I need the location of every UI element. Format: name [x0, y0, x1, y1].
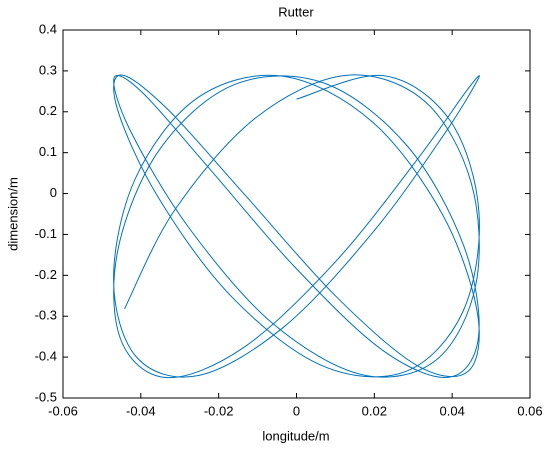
x-tick-label: -0.06: [48, 403, 78, 418]
x-axis-label: longitude/m: [262, 428, 329, 443]
y-tick-label: -0.5: [35, 389, 57, 404]
y-tick-label: 0.2: [39, 103, 57, 118]
x-tick-label: 0: [293, 403, 300, 418]
x-tick-label: 0.04: [440, 403, 465, 418]
y-tick-label: 0.4: [39, 21, 57, 36]
y-tick-label: -0.4: [35, 349, 57, 364]
x-tick-label: 0.06: [517, 403, 542, 418]
y-tick-label: -0.1: [35, 226, 57, 241]
x-tick-label: 0.02: [362, 403, 387, 418]
data-line: [113, 74, 480, 379]
y-tick-label: -0.2: [35, 267, 57, 282]
y-tick-label: 0.1: [39, 144, 57, 159]
y-tick-label: 0.3: [39, 62, 57, 77]
y-axis-label: dimension/m: [5, 177, 20, 251]
plot-frame: [62, 29, 531, 399]
y-tick-label: 0: [50, 185, 57, 200]
chart-title: Rutter: [278, 4, 314, 19]
y-tick-label: -0.3: [35, 308, 57, 323]
x-tick-label: -0.02: [204, 403, 234, 418]
x-tick-label: -0.04: [126, 403, 156, 418]
